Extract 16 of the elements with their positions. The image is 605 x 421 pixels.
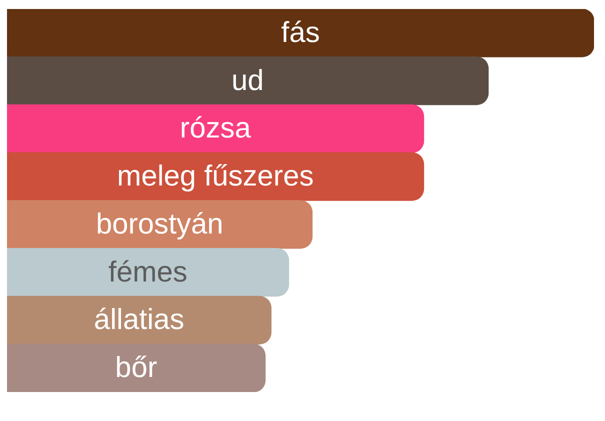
bar — [7, 200, 313, 249]
y-tick-label: meleg fűszeres — [117, 160, 314, 193]
y-tick-label: ud — [232, 64, 264, 97]
bar — [7, 104, 424, 153]
bar — [7, 248, 290, 297]
y-tick-label: fémes — [108, 256, 188, 288]
bar — [7, 9, 594, 58]
y-tick-label: rózsa — [180, 112, 252, 145]
y-tick-label: állatias — [94, 304, 184, 336]
bar — [7, 344, 266, 392]
bar — [7, 152, 424, 201]
y-tick-label: fás — [281, 16, 320, 49]
y-tick-label: borostyán — [96, 208, 224, 240]
bar — [7, 56, 489, 106]
y-tick-label: bőr — [115, 352, 158, 384]
bar — [7, 296, 272, 344]
